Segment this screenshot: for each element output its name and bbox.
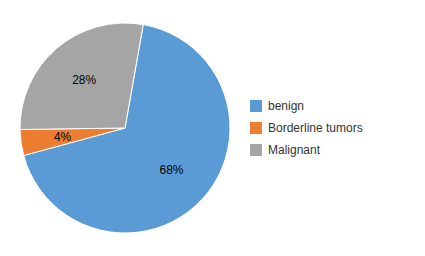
legend-label: benign [268, 99, 304, 113]
legend: benign Borderline tumors Malignant [250, 99, 363, 157]
data-label: 4% [54, 130, 72, 144]
legend-swatch [250, 100, 262, 112]
pie [20, 23, 230, 233]
legend-label: Malignant [268, 143, 321, 157]
data-labels: 68% 4% 28% [54, 73, 184, 177]
data-label: 68% [160, 163, 184, 177]
legend-label: Borderline tumors [268, 121, 363, 135]
pie-slice [20, 128, 125, 156]
chart: 68% 4% 28% benign Borderline tumors Malignant [0, 0, 425, 256]
pie-slice [20, 23, 143, 129]
legend-swatch [250, 122, 262, 134]
legend-swatch [250, 144, 262, 156]
data-label: 28% [72, 73, 96, 87]
